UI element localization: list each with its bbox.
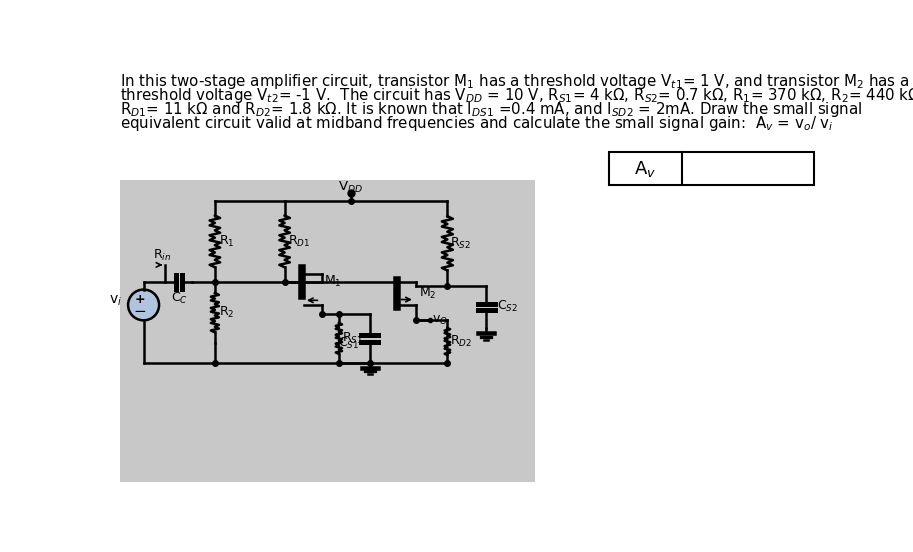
Text: equivalent circuit valid at midband frequencies and calculate the small signal g: equivalent circuit valid at midband freq… [121,114,834,133]
Text: R$_{S1}$: R$_{S1}$ [342,331,363,346]
Text: C$_{S2}$: C$_{S2}$ [497,299,518,315]
Bar [121,180,535,482]
Text: C$_{S1}$: C$_{S1}$ [338,336,359,351]
Text: R$_{D1}$= 11 k$\Omega$ and R$_{D2}$= 1.8 k$\Omega$. It is known that I$_{DS1}$ =: R$_{D1}$= 11 k$\Omega$ and R$_{D2}$= 1.8… [121,100,863,119]
Text: v$_O$: v$_O$ [432,314,448,327]
Text: +: + [134,293,145,306]
Text: M$_2$: M$_2$ [419,286,436,301]
Text: C$_C$: C$_C$ [171,291,188,306]
Text: threshold voltage V$_{t2}$= -1 V.  The circuit has V$_{DD}$ = 10 V, R$_{S1}$= 4 : threshold voltage V$_{t2}$= -1 V. The ci… [121,86,913,105]
Text: −: − [133,304,146,320]
Text: R$_{in}$: R$_{in}$ [153,248,172,263]
Bar [609,152,814,185]
Text: A$_v$: A$_v$ [635,158,656,179]
Text: In this two-stage amplifier circuit, transistor M$_1$ has a threshold voltage V$: In this two-stage amplifier circuit, tra… [121,72,909,92]
Text: M$_1$: M$_1$ [324,274,341,289]
Text: R$_{D1}$: R$_{D1}$ [288,234,310,249]
Text: V$_{DD}$: V$_{DD}$ [338,179,363,194]
Text: R$_{S2}$: R$_{S2}$ [450,236,471,251]
Text: R$_1$: R$_1$ [219,234,235,249]
Text: R$_{D2}$: R$_{D2}$ [450,334,473,349]
Text: R$_2$: R$_2$ [219,305,234,320]
Text: v$_i$: v$_i$ [109,294,121,308]
Circle shape [128,290,159,320]
